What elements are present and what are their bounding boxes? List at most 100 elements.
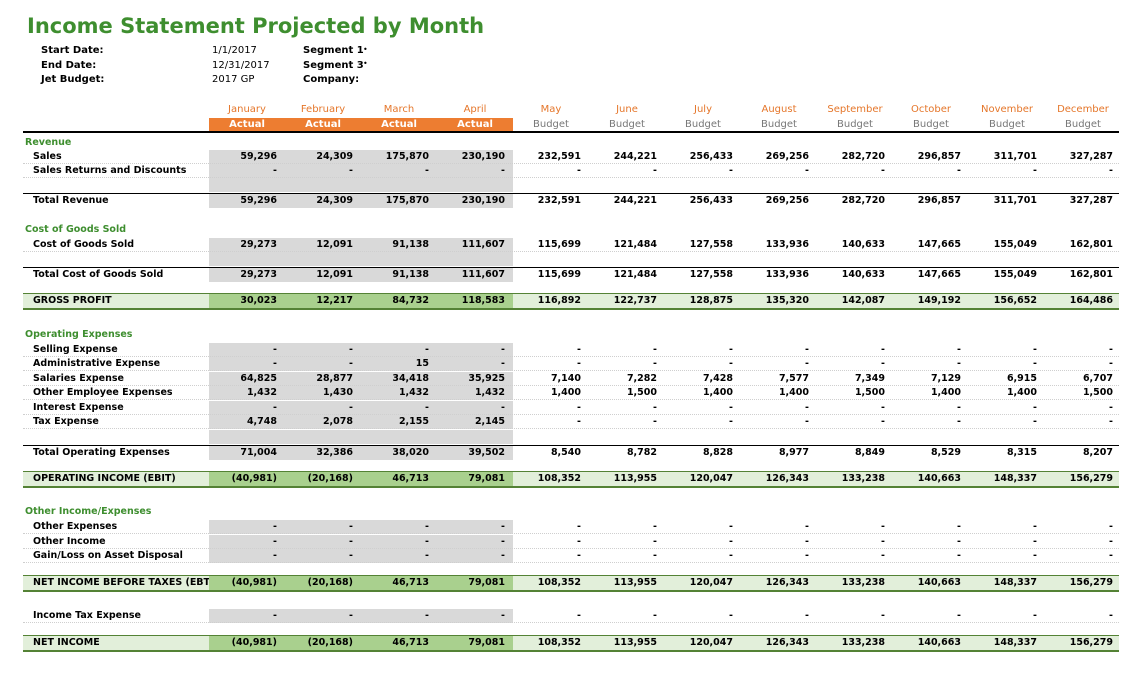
jet-budget-value[interactable]: 2017 GP	[212, 74, 255, 85]
value-cell[interactable]: 8,540	[550, 447, 581, 458]
value-cell[interactable]: -	[361, 535, 437, 549]
value-cell[interactable]: -	[577, 358, 581, 369]
value-cell[interactable]: 91,138	[361, 238, 437, 252]
dropdown-bullet-icon[interactable]: •	[363, 45, 368, 54]
value-cell[interactable]: 108,352	[537, 577, 581, 588]
value-cell[interactable]: -	[1109, 536, 1113, 547]
value-cell[interactable]: 120,047	[689, 637, 733, 648]
value-cell[interactable]	[969, 252, 1045, 266]
value-cell[interactable]: 156,279	[1069, 473, 1113, 484]
value-cell[interactable]: 35,925	[437, 372, 513, 386]
value-cell[interactable]: -	[285, 520, 361, 534]
value-cell[interactable]: -	[209, 609, 285, 623]
value-cell[interactable]: 1,432	[437, 386, 513, 400]
value-cell[interactable]: -	[437, 357, 513, 371]
value-cell[interactable]: 116,892	[537, 295, 581, 306]
value-cell[interactable]: -	[361, 164, 437, 178]
value-cell[interactable]: 140,633	[841, 239, 885, 250]
value-cell[interactable]: 79,081	[437, 472, 513, 486]
value-cell[interactable]: -	[1033, 358, 1037, 369]
value-cell[interactable]: 296,857	[917, 195, 961, 206]
value-cell[interactable]	[361, 252, 437, 266]
value-cell[interactable]: -	[729, 344, 733, 355]
value-cell[interactable]: -	[805, 521, 809, 532]
value-cell[interactable]: -	[437, 535, 513, 549]
value-cell[interactable]: -	[1109, 165, 1113, 176]
value-cell[interactable]	[513, 252, 589, 266]
value-cell[interactable]: 46,713	[361, 576, 437, 590]
end-date-value[interactable]: 12/31/2017	[212, 60, 270, 71]
value-cell[interactable]: 128,875	[689, 295, 733, 306]
value-cell[interactable]: 46,713	[361, 472, 437, 486]
value-cell[interactable]: 256,433	[689, 195, 733, 206]
value-cell[interactable]: 79,081	[437, 576, 513, 590]
value-cell[interactable]: -	[881, 610, 885, 621]
value-cell[interactable]: -	[805, 344, 809, 355]
value-cell[interactable]: 175,870	[361, 150, 437, 164]
value-cell[interactable]: -	[653, 344, 657, 355]
value-cell[interactable]: -	[957, 402, 961, 413]
value-cell[interactable]: 108,352	[537, 637, 581, 648]
value-cell[interactable]: -	[957, 521, 961, 532]
value-cell[interactable]: 1,400	[550, 387, 581, 398]
value-cell[interactable]: -	[285, 549, 361, 563]
value-cell[interactable]: 162,801	[1069, 239, 1113, 250]
value-cell[interactable]: (20,168)	[285, 472, 361, 486]
value-cell[interactable]: 7,282	[626, 373, 657, 384]
value-cell[interactable]: 127,558	[689, 239, 733, 250]
value-cell[interactable]: -	[1109, 550, 1113, 561]
value-cell[interactable]: 162,801	[1069, 269, 1113, 280]
value-cell[interactable]: 8,849	[854, 447, 885, 458]
value-cell[interactable]: -	[653, 536, 657, 547]
value-cell[interactable]: 122,737	[613, 295, 657, 306]
value-cell[interactable]: -	[729, 358, 733, 369]
value-cell[interactable]: 269,256	[765, 151, 809, 162]
value-cell[interactable]: 91,138	[361, 268, 437, 282]
value-cell[interactable]	[361, 430, 437, 444]
value-cell[interactable]: 1,500	[1082, 387, 1113, 398]
value-cell[interactable]: 120,047	[689, 577, 733, 588]
value-cell[interactable]: 115,699	[537, 269, 581, 280]
value-cell[interactable]: 15	[361, 357, 437, 371]
value-cell[interactable]: 121,484	[613, 269, 657, 280]
value-cell[interactable]: 244,221	[613, 151, 657, 162]
value-cell[interactable]: -	[361, 401, 437, 415]
value-cell[interactable]: 7,349	[854, 373, 885, 384]
value-cell[interactable]	[285, 178, 361, 192]
value-cell[interactable]: 327,287	[1069, 195, 1113, 206]
value-cell[interactable]	[589, 178, 665, 192]
value-cell[interactable]: -	[805, 550, 809, 561]
value-cell[interactable]: 1,400	[1006, 387, 1037, 398]
value-cell[interactable]: -	[881, 402, 885, 413]
value-cell[interactable]: 7,428	[702, 373, 733, 384]
value-cell[interactable]: 311,701	[993, 195, 1037, 206]
value-cell[interactable]: 24,309	[285, 150, 361, 164]
value-cell[interactable]: -	[285, 343, 361, 357]
value-cell[interactable]	[817, 430, 893, 444]
start-date-value[interactable]: 1/1/2017	[212, 45, 257, 56]
value-cell[interactable]: 155,049	[993, 239, 1037, 250]
value-cell[interactable]: -	[577, 536, 581, 547]
value-cell[interactable]: -	[1109, 610, 1113, 621]
value-cell[interactable]: -	[805, 416, 809, 427]
value-cell[interactable]: -	[577, 344, 581, 355]
value-cell[interactable]: -	[437, 401, 513, 415]
value-cell[interactable]: 24,309	[285, 194, 361, 208]
value-cell[interactable]: -	[957, 536, 961, 547]
value-cell[interactable]: 135,320	[765, 295, 809, 306]
value-cell[interactable]: (20,168)	[285, 576, 361, 590]
value-cell[interactable]: 7,140	[550, 373, 581, 384]
value-cell[interactable]: 230,190	[437, 150, 513, 164]
value-cell[interactable]: -	[881, 550, 885, 561]
value-cell[interactable]: 148,337	[993, 473, 1037, 484]
value-cell[interactable]: 8,315	[1006, 447, 1037, 458]
value-cell[interactable]: 126,343	[765, 577, 809, 588]
value-cell[interactable]: 140,663	[917, 637, 961, 648]
value-cell[interactable]: 269,256	[765, 195, 809, 206]
value-cell[interactable]: 118,583	[437, 294, 513, 308]
value-cell[interactable]: -	[1033, 165, 1037, 176]
value-cell[interactable]: 113,955	[613, 473, 657, 484]
value-cell[interactable]: 133,936	[765, 269, 809, 280]
value-cell[interactable]: 113,955	[613, 637, 657, 648]
value-cell[interactable]: 140,663	[917, 577, 961, 588]
